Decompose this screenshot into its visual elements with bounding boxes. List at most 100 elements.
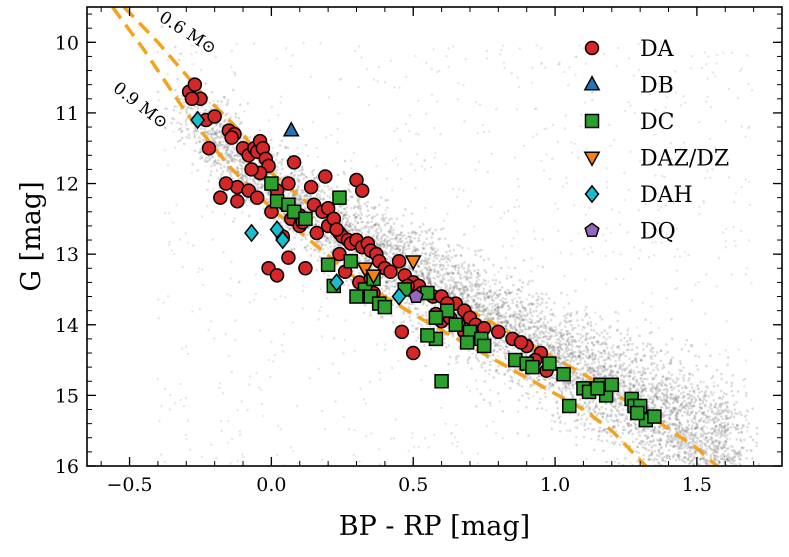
background-star (209, 173, 213, 177)
background-star (463, 261, 466, 264)
background-star (211, 155, 215, 158)
background-star (706, 431, 710, 435)
background-star (498, 347, 502, 351)
background-star (405, 240, 409, 244)
background-star (717, 428, 720, 432)
background-star (566, 386, 570, 390)
background-star (625, 340, 629, 343)
background-star (245, 175, 248, 178)
background-star (476, 357, 479, 361)
background-star (600, 331, 604, 335)
background-star (737, 431, 740, 435)
background-star (542, 331, 545, 334)
background-star (402, 320, 406, 323)
background-star (590, 362, 594, 366)
background-star (743, 475, 746, 478)
background-star (497, 364, 500, 368)
background-star (349, 277, 352, 281)
background-star (663, 399, 667, 403)
background-star (484, 369, 487, 373)
background-star (676, 384, 679, 388)
background-star (456, 314, 460, 318)
background-star (667, 377, 670, 381)
background-star (653, 395, 656, 399)
background-star (580, 417, 583, 421)
background-star (613, 365, 617, 368)
background-star (722, 457, 726, 461)
background-star (215, 161, 218, 165)
background-star (677, 394, 680, 398)
background-star (645, 345, 649, 348)
background-star (463, 270, 467, 274)
background-star (708, 501, 711, 504)
background-star (578, 354, 581, 357)
background-star (507, 305, 510, 308)
background-star (610, 441, 614, 444)
background-star (533, 332, 537, 335)
background-star (683, 450, 686, 454)
background-star (684, 442, 687, 446)
background-star (666, 423, 670, 427)
background-star (546, 337, 549, 341)
background-star (545, 306, 548, 309)
background-star (592, 448, 596, 452)
background-star (543, 315, 546, 319)
background-star (392, 247, 396, 250)
background-star (545, 301, 548, 305)
background-star (593, 361, 596, 364)
background-star (687, 407, 691, 410)
background-star (576, 375, 580, 379)
background-star (624, 417, 628, 420)
background-star (433, 267, 436, 271)
background-star (449, 271, 452, 275)
background-star (612, 344, 615, 347)
background-star (281, 157, 285, 161)
background-star (550, 376, 553, 380)
background-star (690, 419, 693, 422)
background-star (526, 392, 530, 396)
background-star (716, 455, 720, 459)
background-star (694, 411, 698, 415)
background-star (381, 213, 385, 217)
background-star (721, 482, 724, 485)
background-star (659, 381, 662, 385)
background-star (476, 271, 480, 275)
background-star (704, 444, 708, 448)
background-star (315, 176, 319, 180)
background-star (586, 323, 590, 326)
background-star (317, 250, 320, 253)
background-star (384, 251, 387, 255)
background-star (593, 357, 597, 361)
background-star (479, 392, 483, 396)
background-star (500, 266, 503, 270)
background-star (538, 401, 541, 404)
background-star (191, 33, 194, 37)
background-star (421, 252, 424, 255)
background-star (503, 339, 506, 343)
background-star (197, 151, 201, 154)
background-star (730, 482, 733, 485)
background-star (682, 374, 686, 377)
background-star (576, 372, 579, 375)
background-star (707, 445, 710, 449)
background-star (686, 443, 690, 447)
background-star (447, 362, 450, 366)
background-star (621, 352, 625, 356)
background-star (241, 160, 245, 164)
background-star (549, 350, 552, 354)
background-star (219, 166, 223, 170)
background-star (609, 365, 613, 369)
background-star (691, 440, 695, 443)
background-star (575, 426, 579, 430)
background-star (730, 470, 733, 473)
background-star (740, 426, 743, 430)
background-star (698, 402, 702, 406)
background-star (395, 247, 398, 250)
background-star (363, 304, 367, 307)
background-star (400, 321, 403, 324)
background-star (384, 199, 387, 202)
background-star (555, 341, 558, 344)
background-star (258, 129, 262, 132)
background-star (432, 259, 436, 263)
background-star (714, 433, 718, 437)
